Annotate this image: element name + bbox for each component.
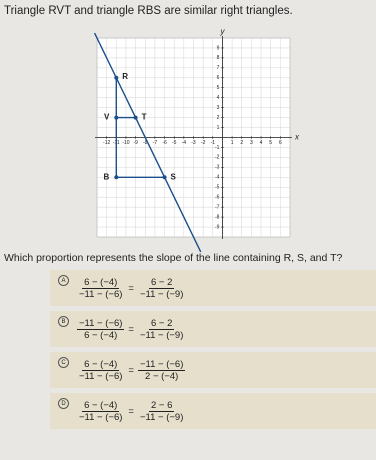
segment — [93, 32, 202, 253]
y-tick-label: 3 — [217, 105, 220, 111]
x-tick-label: -7 — [153, 140, 158, 146]
equals-sign: = — [128, 282, 134, 294]
point — [114, 75, 119, 80]
y-tick-label: 7 — [217, 65, 220, 71]
x-tick-label: 3 — [250, 140, 253, 146]
point — [162, 175, 167, 180]
y-tick-label: -9 — [215, 224, 220, 230]
x-tick-label: 4 — [260, 140, 263, 146]
choice-letter: C — [58, 357, 69, 368]
denominator: −11 − (−6) — [79, 411, 123, 423]
numerator: 6 − 2 — [148, 276, 175, 289]
y-tick-label: 9 — [217, 45, 220, 51]
answer-choice[interactable]: B −11 − (−6) 6 − (−4) = 6 − 2 −11 − (−9) — [50, 311, 376, 347]
x-tick-label: -8 — [143, 140, 148, 146]
y-tick-label: 4 — [217, 95, 220, 101]
y-tick-label: -4 — [215, 175, 220, 181]
y-tick-label: 1 — [217, 125, 220, 131]
numerator: 2 − 6 — [148, 399, 175, 412]
y-tick-label: -7 — [215, 204, 220, 210]
y-axis-label: y — [219, 27, 225, 36]
choice-letter: D — [58, 398, 69, 409]
fraction: 6 − (−4) −11 − (−6) — [77, 277, 124, 300]
x-tick-label: 5 — [269, 140, 272, 146]
point-label: V — [104, 113, 110, 122]
x-tick-label: -9 — [133, 140, 138, 146]
choice-letter: B — [58, 316, 69, 327]
point-label: B — [104, 172, 110, 181]
point-label: R — [122, 72, 128, 81]
x-tick-label: 1 — [231, 140, 234, 146]
denominator: 6 − (−4) — [84, 329, 118, 341]
numerator: 6 − (−4) — [82, 358, 120, 371]
y-tick-label: -8 — [215, 214, 220, 220]
point — [114, 115, 119, 120]
x-tick-label: -10 — [122, 140, 129, 146]
fraction: −11 − (−6) 6 − (−4) — [77, 317, 125, 341]
x-tick-label: -1 — [211, 140, 216, 146]
equals-sign: = — [128, 364, 134, 376]
x-tick-label: -6 — [162, 140, 167, 146]
x-tick-label: -3 — [191, 140, 196, 146]
denominator: −11 − (−6) — [79, 370, 123, 382]
y-tick-label: -2 — [215, 155, 220, 161]
denominator: −11 − (−9) — [139, 329, 184, 341]
y-tick-label: -1 — [215, 145, 220, 151]
fraction: 2 − 6 −11 − (−9) — [138, 400, 185, 423]
x-tick-label: -12 — [103, 140, 110, 146]
numerator: 6 − (−4) — [82, 399, 120, 412]
fraction: 6 − (−4) −11 − (−6) — [77, 400, 124, 423]
y-tick-label: -3 — [215, 165, 220, 171]
x-axis-label: x — [294, 133, 300, 142]
answer-choice[interactable]: A 6 − (−4) −11 − (−6) = 6 − 2 −11 − (−9) — [50, 270, 376, 306]
point-label: T — [142, 113, 147, 122]
answer-choice[interactable]: D 6 − (−4) −11 − (−6) = 2 − 6 −11 − (−9) — [50, 393, 376, 429]
equals-sign: = — [128, 405, 134, 417]
point — [133, 115, 138, 120]
numerator: 6 − 2 — [148, 317, 175, 330]
denominator: −11 − (−9) — [139, 288, 184, 300]
y-tick-label: -6 — [215, 195, 220, 201]
y-tick-label: -5 — [215, 185, 220, 191]
y-tick-label: 8 — [217, 55, 220, 61]
denominator: −11 − (−9) — [139, 411, 184, 423]
point-label: S — [171, 172, 177, 181]
denominator: −11 − (−6) — [79, 288, 123, 300]
x-tick-label: 6 — [279, 140, 282, 146]
choice-letter: A — [58, 275, 69, 286]
equals-sign: = — [128, 323, 134, 335]
x-tick-label: -4 — [182, 140, 187, 146]
point — [114, 175, 119, 180]
fraction: 6 − (−4) −11 − (−6) — [77, 359, 124, 382]
denominator: 2 − (−4) — [145, 370, 179, 382]
fraction: −11 − (−6) 2 − (−4) — [137, 358, 186, 382]
x-tick-label: 2 — [240, 140, 243, 146]
y-tick-label: 5 — [217, 85, 220, 91]
y-tick-label: 2 — [217, 115, 220, 121]
fraction: 6 − 2 −11 − (−9) — [138, 277, 185, 300]
fraction: 6 − 2 −11 − (−9) — [138, 318, 185, 341]
numerator: −11 − (−6) — [137, 358, 186, 371]
title: Triangle RVT and triangle RBS are simila… — [4, 5, 293, 17]
x-tick-label: -2 — [201, 140, 206, 146]
y-tick-label: 6 — [217, 75, 220, 81]
question: Which proportion represents the slope of… — [4, 252, 343, 264]
numerator: 6 − (−4) — [82, 276, 120, 289]
numerator: −11 − (−6) — [77, 317, 125, 330]
x-tick-label: -5 — [172, 140, 177, 146]
